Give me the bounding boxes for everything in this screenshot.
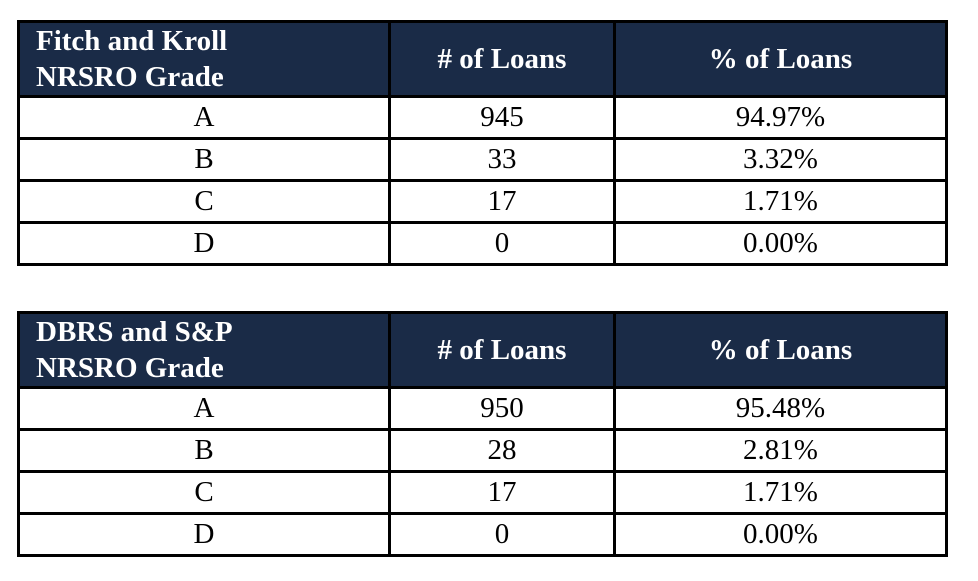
loan-count-cell: 28 [388, 428, 616, 473]
dbrs-sp-grade-table: DBRS and S&P NRSRO Grade # of Loans % of… [17, 311, 948, 557]
table-header-row: DBRS and S&P NRSRO Grade # of Loans % of… [17, 311, 948, 389]
loan-pct-cell: 94.97% [613, 95, 948, 140]
grade-cell: D [17, 512, 391, 557]
column-header-pct-loans: % of Loans [613, 311, 948, 389]
table-row: B 33 3.32% [17, 137, 948, 182]
column-header-num-loans: # of Loans [388, 311, 616, 389]
loan-count-cell: 945 [388, 95, 616, 140]
loan-count-cell: 0 [388, 512, 616, 557]
loan-count-cell: 0 [388, 221, 616, 266]
table-header-row: Fitch and Kroll NRSRO Grade # of Loans %… [17, 20, 948, 98]
loan-pct-cell: 3.32% [613, 137, 948, 182]
loan-pct-cell: 95.48% [613, 386, 948, 431]
table-row: C 17 1.71% [17, 470, 948, 515]
loan-count-cell: 950 [388, 386, 616, 431]
grade-cell: B [17, 428, 391, 473]
table-row: C 17 1.71% [17, 179, 948, 224]
table-title-line1: DBRS and S&P [36, 316, 233, 348]
loan-count-cell: 17 [388, 179, 616, 224]
grade-cell: C [17, 179, 391, 224]
fitch-kroll-grade-table: Fitch and Kroll NRSRO Grade # of Loans %… [17, 20, 948, 266]
grade-cell: A [17, 95, 391, 140]
grade-cell: B [17, 137, 391, 182]
table-title-line1: Fitch and Kroll [36, 25, 228, 57]
loan-pct-cell: 0.00% [613, 221, 948, 266]
table-row: A 950 95.48% [17, 386, 948, 431]
grade-cell: A [17, 386, 391, 431]
table-row: D 0 0.00% [17, 512, 948, 557]
table-title-line2: NRSRO Grade [36, 61, 224, 93]
loan-count-cell: 33 [388, 137, 616, 182]
grade-cell: C [17, 470, 391, 515]
loan-pct-cell: 2.81% [613, 428, 948, 473]
table-row: D 0 0.00% [17, 221, 948, 266]
loan-pct-cell: 1.71% [613, 470, 948, 515]
table-title-line2: NRSRO Grade [36, 352, 224, 384]
loan-count-cell: 17 [388, 470, 616, 515]
grade-cell: D [17, 221, 391, 266]
table-row: B 28 2.81% [17, 428, 948, 473]
table-row: A 945 94.97% [17, 95, 948, 140]
column-header-pct-loans: % of Loans [613, 20, 948, 98]
table-title: DBRS and S&P NRSRO Grade [17, 311, 391, 389]
loan-pct-cell: 1.71% [613, 179, 948, 224]
column-header-num-loans: # of Loans [388, 20, 616, 98]
table-title: Fitch and Kroll NRSRO Grade [17, 20, 391, 98]
loan-pct-cell: 0.00% [613, 512, 948, 557]
